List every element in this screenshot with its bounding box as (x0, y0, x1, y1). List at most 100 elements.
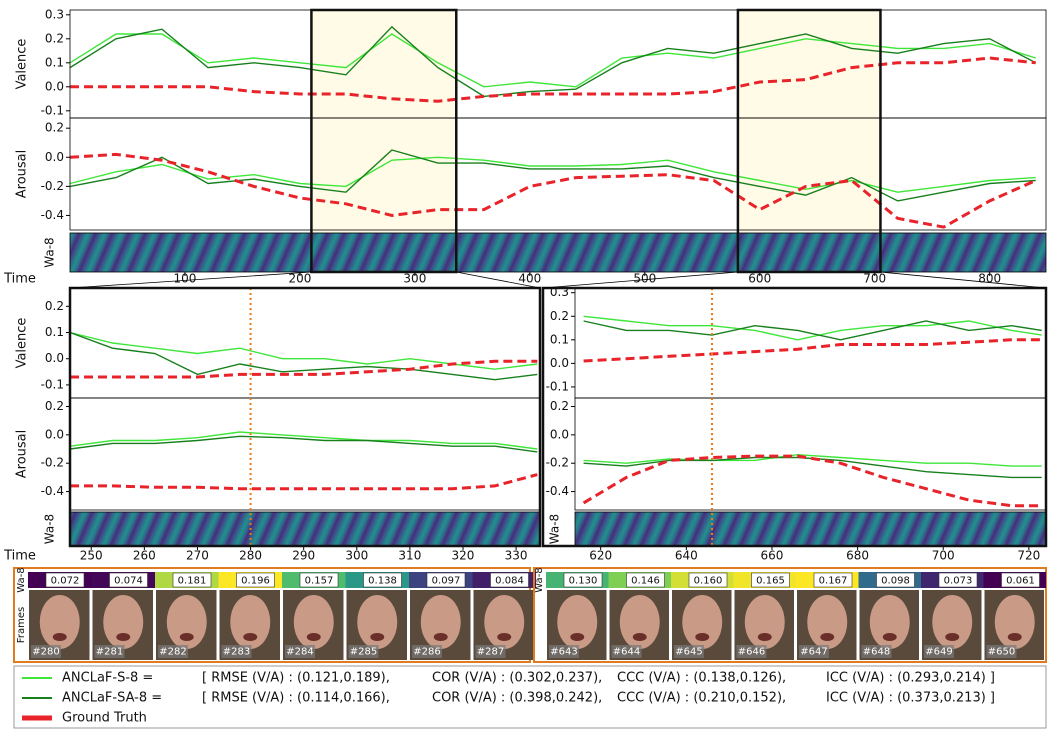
y-tick-label: 0.2 (45, 299, 64, 313)
series-line (582, 454, 1042, 508)
frame-id: #645 (675, 647, 702, 658)
series-line (583, 315, 1042, 341)
weight-box (751, 572, 790, 588)
x-tick-label: 300 (403, 272, 426, 286)
series-line (583, 453, 1042, 467)
y-tick-label: -0.2 (41, 179, 64, 193)
mouth (243, 633, 258, 641)
weight-box (172, 572, 212, 588)
face (103, 595, 144, 649)
axis-label: Arousal (15, 150, 30, 199)
panel-border (541, 286, 1048, 548)
y-tick-label: -0.1 (41, 103, 64, 117)
mouth (632, 633, 647, 641)
y-tick-label: 0.2 (550, 309, 569, 323)
weight-box (876, 572, 915, 588)
y-tick-label: 0.0 (45, 351, 64, 365)
connector (69, 271, 312, 289)
frame-id: #650 (988, 647, 1015, 658)
plot-frame (69, 117, 1047, 231)
weight-value: 0.097 (432, 576, 461, 587)
frame-tag (549, 645, 579, 658)
mouth (433, 633, 448, 641)
y-tick-label: 0.0 (550, 427, 569, 441)
mouth (179, 633, 194, 641)
y-tick-label: -0.4 (546, 484, 569, 498)
weight-label: Wa-8 (534, 567, 545, 592)
weight-label: Wa-8 (16, 567, 27, 592)
x-tick-label: 700 (863, 272, 886, 286)
face (230, 595, 271, 649)
frame-id: #281 (96, 647, 123, 658)
connector (542, 271, 738, 289)
mouth (52, 633, 67, 641)
x-axis-label: Time (3, 272, 36, 287)
frame-tag (285, 645, 315, 658)
weight-box (1001, 572, 1040, 588)
legend-metric: [ RMSE (V/A) : (0.121,0.189), (202, 671, 390, 686)
mouth (695, 633, 710, 641)
series-line (69, 156, 1036, 193)
frame-id: #284 (286, 647, 313, 658)
frames-label: Frames (16, 607, 27, 643)
x-tick-label: 250 (80, 549, 103, 563)
series-line (69, 431, 538, 450)
series-line (70, 359, 538, 379)
mouth (570, 633, 585, 641)
frame-tag (31, 645, 61, 658)
frame-tag (924, 645, 954, 658)
face (557, 595, 598, 649)
highlight-border (736, 8, 882, 274)
legend-metric: ICC (V/A) : (0.373,0.213) ] (826, 691, 995, 706)
weight-value: 0.146 (631, 576, 660, 587)
face (932, 595, 973, 649)
highlight-border (310, 8, 458, 274)
frame-id: #285 (350, 647, 377, 658)
face (744, 595, 785, 649)
y-tick-label: 0.2 (45, 31, 64, 45)
face (420, 595, 461, 649)
legend-name: ANCLaF-S-8 = (62, 671, 153, 686)
x-tick-label: 310 (398, 549, 421, 563)
frame-tag (348, 645, 379, 658)
face (166, 595, 207, 649)
y-tick-label: 0.2 (45, 399, 64, 413)
x-tick-label: 680 (846, 549, 869, 563)
weight-value: 0.074 (114, 576, 143, 587)
weight-box (938, 572, 978, 588)
x-tick-label: 700 (932, 549, 955, 563)
x-tick-label: 660 (761, 549, 784, 563)
series-line (69, 331, 538, 370)
connector (880, 271, 1047, 289)
y-tick-label: 0.1 (550, 332, 569, 346)
series-line (69, 435, 538, 453)
y-tick-label: 0.0 (45, 150, 64, 164)
mouth (116, 633, 131, 641)
frame-id: #649 (925, 647, 952, 658)
series-line (583, 338, 1042, 363)
y-tick-label: 0.0 (550, 356, 569, 370)
frame-id: #644 (613, 647, 640, 658)
x-tick-label: 330 (505, 549, 528, 563)
x-tick-label: 500 (633, 272, 656, 286)
frame-tag (412, 645, 442, 658)
heatmap-label: Wa-8 (43, 237, 57, 267)
plot-frame (574, 397, 1047, 511)
weight-value: 0.061 (1006, 576, 1035, 587)
frame-tag (475, 645, 506, 658)
series-line (69, 25, 1037, 98)
frame-tag (221, 645, 252, 658)
x-tick-label: 400 (518, 272, 541, 286)
weight-box (45, 572, 85, 588)
axis-label: Arousal (15, 430, 30, 479)
weight-value: 0.073 (944, 576, 973, 587)
frame-id: #280 (32, 647, 59, 658)
x-tick-label: 720 (1017, 549, 1040, 563)
legend-metric: CCC (V/A) : (0.210,0.152), (617, 691, 786, 706)
panel-border (68, 286, 542, 548)
weight-box (626, 572, 665, 588)
weight-box (688, 572, 728, 588)
x-axis-label: Time (3, 549, 36, 564)
frame-tag (674, 645, 704, 658)
heatmap (69, 232, 1047, 273)
